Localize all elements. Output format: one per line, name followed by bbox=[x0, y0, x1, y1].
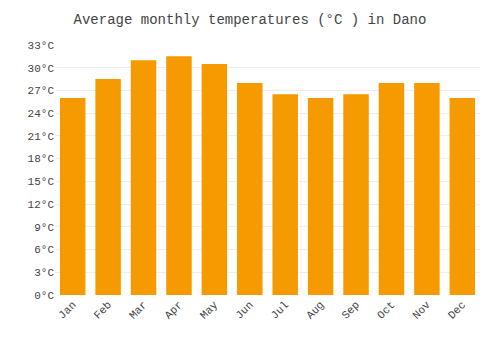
svg-text:0°C: 0°C bbox=[34, 290, 54, 302]
svg-text:12°C: 12°C bbox=[28, 199, 55, 211]
svg-text:Feb: Feb bbox=[92, 299, 114, 321]
svg-text:27°C: 27°C bbox=[28, 85, 55, 97]
svg-text:15°C: 15°C bbox=[28, 176, 55, 188]
svg-text:3°C: 3°C bbox=[34, 267, 54, 279]
svg-text:Jul: Jul bbox=[269, 299, 291, 321]
svg-text:Mar: Mar bbox=[127, 299, 149, 321]
svg-text:21°C: 21°C bbox=[28, 131, 55, 143]
svg-text:6°C: 6°C bbox=[34, 244, 54, 256]
svg-text:Jan: Jan bbox=[56, 299, 78, 321]
svg-text:33°C: 33°C bbox=[28, 40, 55, 52]
svg-text:Apr: Apr bbox=[162, 299, 184, 321]
svg-text:Sep: Sep bbox=[340, 299, 362, 321]
svg-text:9°C: 9°C bbox=[34, 222, 54, 234]
svg-text:Nov: Nov bbox=[410, 299, 433, 322]
svg-text:Aug: Aug bbox=[304, 299, 326, 321]
svg-text:Average monthly temperatures (: Average monthly temperatures (°C ) in Da… bbox=[74, 12, 427, 28]
svg-text:18°C: 18°C bbox=[28, 153, 55, 165]
svg-text:30°C: 30°C bbox=[28, 63, 55, 75]
svg-text:Jun: Jun bbox=[233, 299, 255, 321]
svg-text:24°C: 24°C bbox=[28, 108, 55, 120]
svg-text:Oct: Oct bbox=[375, 299, 397, 321]
svg-text:May: May bbox=[198, 299, 221, 322]
svg-text:Dec: Dec bbox=[446, 299, 468, 321]
